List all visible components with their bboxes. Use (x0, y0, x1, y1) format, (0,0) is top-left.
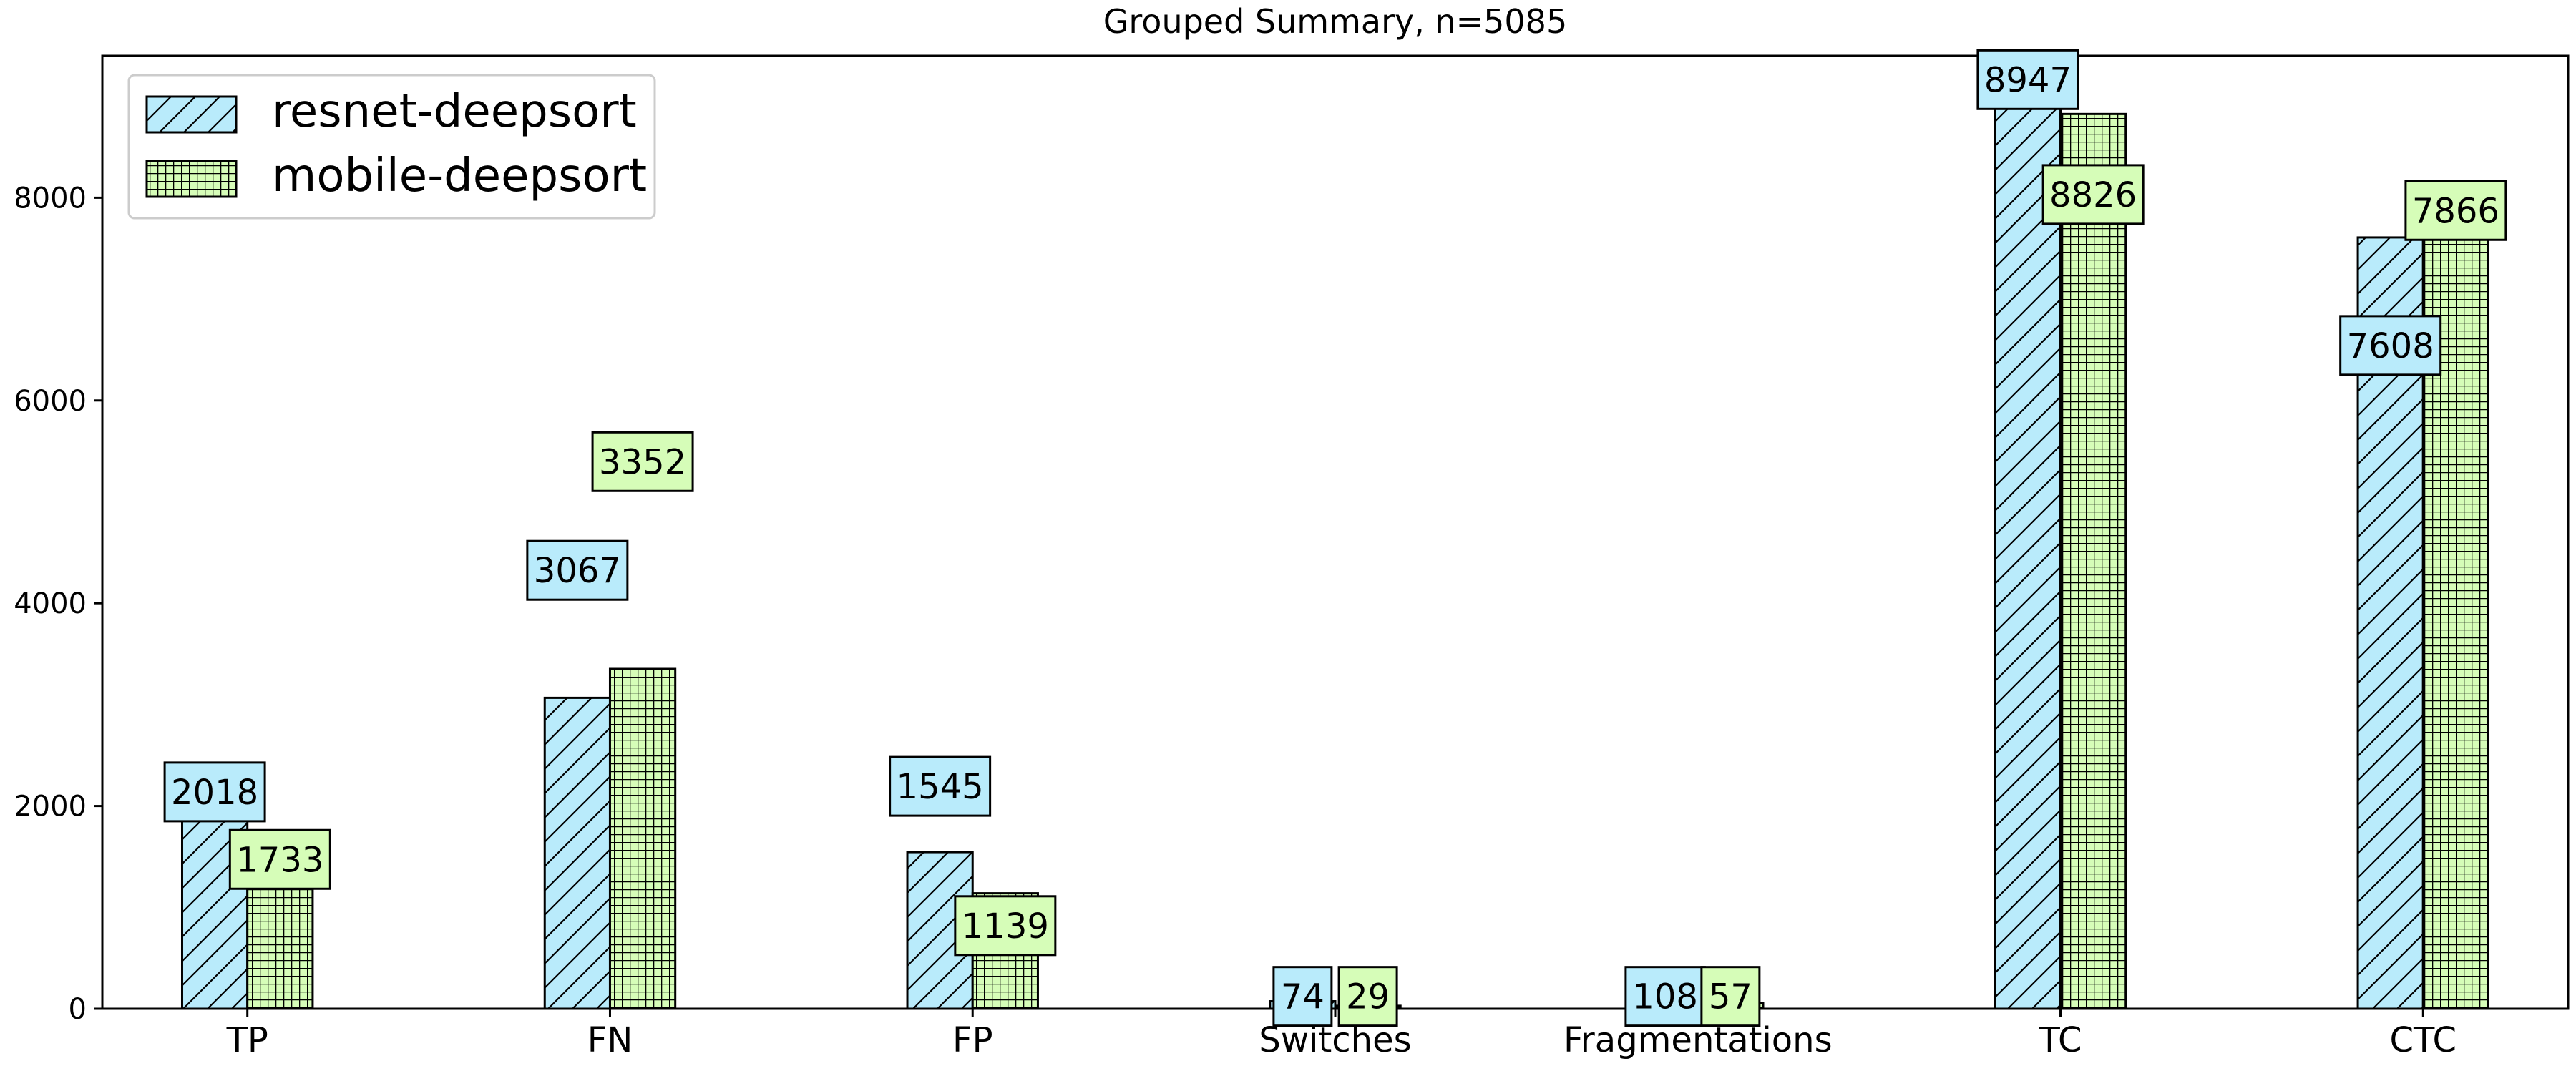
data-label-mobile-fn: 3352 (591, 431, 694, 492)
bar-resnet-tc (1994, 100, 2062, 1010)
svg-text:74: 74 (1281, 977, 1324, 1017)
svg-text:7866: 7866 (2412, 191, 2499, 231)
svg-text:8826: 8826 (2049, 175, 2137, 215)
bar-mobile-tc (2059, 112, 2127, 1010)
data-label-resnet-switches: 74 (1272, 966, 1333, 1027)
legend-label-resnet: resnet-deepsort (272, 85, 637, 138)
svg-text:1139: 1139 (962, 906, 1049, 947)
data-label-mobile-switches: 29 (1337, 966, 1398, 1027)
legend-label-mobile: mobile-deepsort (272, 150, 647, 202)
svg-text:57: 57 (1709, 977, 1752, 1017)
legend-swatch-resnet (145, 95, 238, 134)
bar-resnet-fn (543, 696, 611, 1010)
y-axis: 0 2000 4000 6000 8000 (14, 182, 102, 1026)
legend: resnet-deepsort mobile-deepsort (127, 74, 656, 220)
data-label-resnet-ctc: 7608 (2339, 315, 2442, 376)
data-labels: 2018 3067 1545 74 108 8947 7608 1733 3352 1139 29 5… (163, 49, 2507, 1027)
data-label-resnet-fragmentations: 108 (1624, 966, 1706, 1027)
chart-title: Grouped Summary, n=5085 (1103, 2, 1567, 41)
data-label-mobile-tc: 8826 (2041, 164, 2145, 225)
data-label-mobile-fragmentations: 57 (1700, 966, 1761, 1027)
data-label-mobile-tp: 1733 (228, 828, 331, 890)
legend-frame (127, 74, 656, 220)
y-tick-label: 2000 (14, 791, 87, 823)
data-label-mobile-fp: 1139 (954, 895, 1057, 957)
data-label-resnet-fn: 3067 (526, 539, 629, 601)
bar-mobile-fn (608, 667, 677, 1010)
data-label-resnet-fp: 1545 (889, 755, 992, 817)
svg-text:7608: 7608 (2347, 326, 2434, 366)
x-tick-label: FP (952, 1020, 993, 1060)
x-tick-label: TC (2039, 1020, 2082, 1060)
y-tick-label: 8000 (14, 182, 87, 215)
y-tick-label: 0 (69, 993, 87, 1026)
y-tick-label: 6000 (14, 385, 87, 418)
x-tick-label: Switches (1259, 1020, 1411, 1060)
y-tick-label: 4000 (14, 587, 87, 620)
svg-text:3067: 3067 (534, 551, 621, 591)
x-tick-label: CTC (2390, 1020, 2457, 1060)
x-tick-label: FN (587, 1020, 633, 1060)
x-tick-label: TP (226, 1020, 268, 1060)
data-label-mobile-ctc: 7866 (2404, 180, 2507, 241)
svg-text:1545: 1545 (897, 767, 984, 807)
svg-text:108: 108 (1632, 977, 1698, 1017)
svg-text:8947: 8947 (1984, 60, 2072, 100)
data-label-resnet-tc: 8947 (1976, 49, 2079, 110)
svg-text:2018: 2018 (171, 773, 258, 813)
svg-text:29: 29 (1346, 977, 1390, 1017)
data-label-resnet-tp: 2018 (163, 761, 266, 823)
x-axis: TP FN FP Switches Fragmentations TC CTC (226, 1009, 2457, 1060)
svg-text:1733: 1733 (236, 840, 323, 880)
legend-swatch-mobile (145, 160, 238, 198)
plot-frame (101, 54, 2570, 1010)
x-tick-label: Fragmentations (1563, 1020, 1833, 1060)
svg-text:3352: 3352 (599, 442, 686, 482)
